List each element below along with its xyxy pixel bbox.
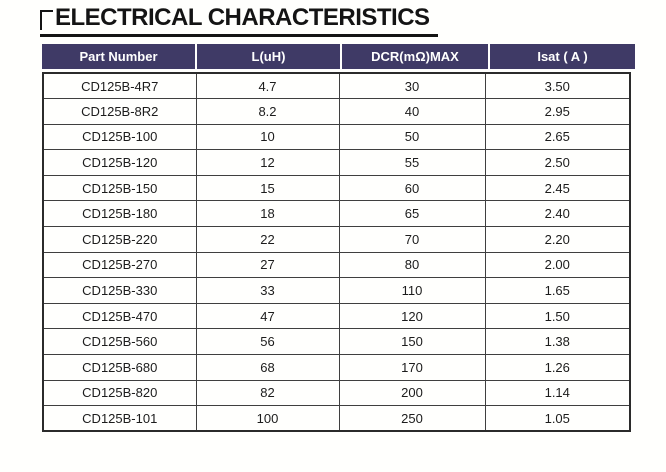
cell-isat: 2.00 bbox=[484, 251, 631, 279]
cell-part-number: CD125B-560 bbox=[42, 328, 197, 356]
table-row: CD125B-270 27 80 2.00 bbox=[42, 251, 631, 279]
cell-part-number: CD125B-330 bbox=[42, 277, 197, 304]
cell-dcr-max: 55 bbox=[338, 149, 486, 176]
cell-inductance: 15 bbox=[195, 174, 340, 202]
table-row: CD125B-470 47 120 1.50 bbox=[42, 302, 631, 330]
section-title-block: ELECTRICAL CHARACTERISTICS bbox=[40, 4, 438, 38]
page-title: ELECTRICAL CHARACTERISTICS bbox=[55, 4, 430, 31]
cell-isat: 2.40 bbox=[484, 200, 631, 228]
cell-dcr-max: 40 bbox=[338, 98, 486, 125]
cell-dcr-max: 65 bbox=[338, 200, 486, 228]
cell-isat: 2.65 bbox=[484, 123, 631, 151]
electrical-characteristics-table: CD125B-4R7 4.7 30 3.50 CD125B-8R2 8.2 40… bbox=[42, 72, 631, 433]
cell-isat: 1.65 bbox=[484, 277, 631, 304]
cell-dcr-max: 30 bbox=[338, 72, 486, 100]
table-row: CD125B-120 12 55 2.50 bbox=[42, 149, 631, 176]
cell-inductance: 47 bbox=[195, 302, 340, 330]
cell-isat: 1.14 bbox=[484, 379, 631, 407]
cell-isat: 1.38 bbox=[484, 328, 631, 356]
header-inductance: L(uH) bbox=[197, 44, 340, 69]
cell-isat: 1.05 bbox=[484, 405, 631, 432]
table-row: CD125B-560 56 150 1.38 bbox=[42, 328, 631, 356]
cell-isat: 1.26 bbox=[484, 354, 631, 381]
cell-dcr-max: 150 bbox=[338, 328, 486, 356]
cell-inductance: 56 bbox=[195, 328, 340, 356]
cell-part-number: CD125B-680 bbox=[42, 354, 197, 381]
cell-isat: 3.50 bbox=[484, 72, 631, 100]
cell-dcr-max: 50 bbox=[338, 123, 486, 151]
header-dcr-max: DCR(mΩ)MAX bbox=[342, 44, 488, 69]
cell-inductance: 33 bbox=[195, 277, 340, 304]
cell-dcr-max: 200 bbox=[338, 379, 486, 407]
cell-dcr-max: 70 bbox=[338, 226, 486, 253]
cell-inductance: 22 bbox=[195, 226, 340, 253]
table-row: CD125B-330 33 110 1.65 bbox=[42, 277, 631, 304]
table-row: CD125B-680 68 170 1.26 bbox=[42, 354, 631, 381]
corner-bracket-icon bbox=[40, 10, 53, 30]
table-header-row: Part Number L(uH) DCR(mΩ)MAX Isat ( A ) bbox=[42, 44, 635, 69]
cell-dcr-max: 250 bbox=[338, 405, 486, 432]
table-row: CD125B-101 100 250 1.05 bbox=[42, 405, 631, 432]
cell-inductance: 8.2 bbox=[195, 98, 340, 125]
table-row: CD125B-220 22 70 2.20 bbox=[42, 226, 631, 253]
cell-inductance: 12 bbox=[195, 149, 340, 176]
header-isat: Isat ( A ) bbox=[490, 44, 635, 69]
table-row: CD125B-180 18 65 2.40 bbox=[42, 200, 631, 228]
cell-part-number: CD125B-100 bbox=[42, 123, 197, 151]
cell-part-number: CD125B-120 bbox=[42, 149, 197, 176]
cell-dcr-max: 170 bbox=[338, 354, 486, 381]
cell-dcr-max: 110 bbox=[338, 277, 486, 304]
table-row: CD125B-8R2 8.2 40 2.95 bbox=[42, 98, 631, 125]
cell-inductance: 82 bbox=[195, 379, 340, 407]
cell-dcr-max: 60 bbox=[338, 174, 486, 202]
cell-isat: 2.95 bbox=[484, 98, 631, 125]
cell-dcr-max: 80 bbox=[338, 251, 486, 279]
cell-part-number: CD125B-220 bbox=[42, 226, 197, 253]
cell-inductance: 100 bbox=[195, 405, 340, 432]
cell-isat: 2.50 bbox=[484, 149, 631, 176]
cell-part-number: CD125B-270 bbox=[42, 251, 197, 279]
cell-inductance: 18 bbox=[195, 200, 340, 228]
cell-dcr-max: 120 bbox=[338, 302, 486, 330]
cell-part-number: CD125B-820 bbox=[42, 379, 197, 407]
cell-inductance: 10 bbox=[195, 123, 340, 151]
table-row: CD125B-100 10 50 2.65 bbox=[42, 123, 631, 151]
cell-isat: 1.50 bbox=[484, 302, 631, 330]
cell-part-number: CD125B-150 bbox=[42, 174, 197, 202]
cell-part-number: CD125B-180 bbox=[42, 200, 197, 228]
cell-part-number: CD125B-4R7 bbox=[42, 72, 197, 100]
cell-inductance: 27 bbox=[195, 251, 340, 279]
cell-part-number: CD125B-101 bbox=[42, 405, 197, 432]
header-part-number: Part Number bbox=[42, 44, 195, 69]
table-row: CD125B-4R7 4.7 30 3.50 bbox=[42, 72, 631, 100]
cell-part-number: CD125B-470 bbox=[42, 302, 197, 330]
cell-inductance: 4.7 bbox=[195, 72, 340, 100]
table-row: CD125B-150 15 60 2.45 bbox=[42, 174, 631, 202]
cell-part-number: CD125B-8R2 bbox=[42, 98, 197, 125]
table-row: CD125B-820 82 200 1.14 bbox=[42, 379, 631, 407]
cell-inductance: 68 bbox=[195, 354, 340, 381]
cell-isat: 2.45 bbox=[484, 174, 631, 202]
cell-isat: 2.20 bbox=[484, 226, 631, 253]
